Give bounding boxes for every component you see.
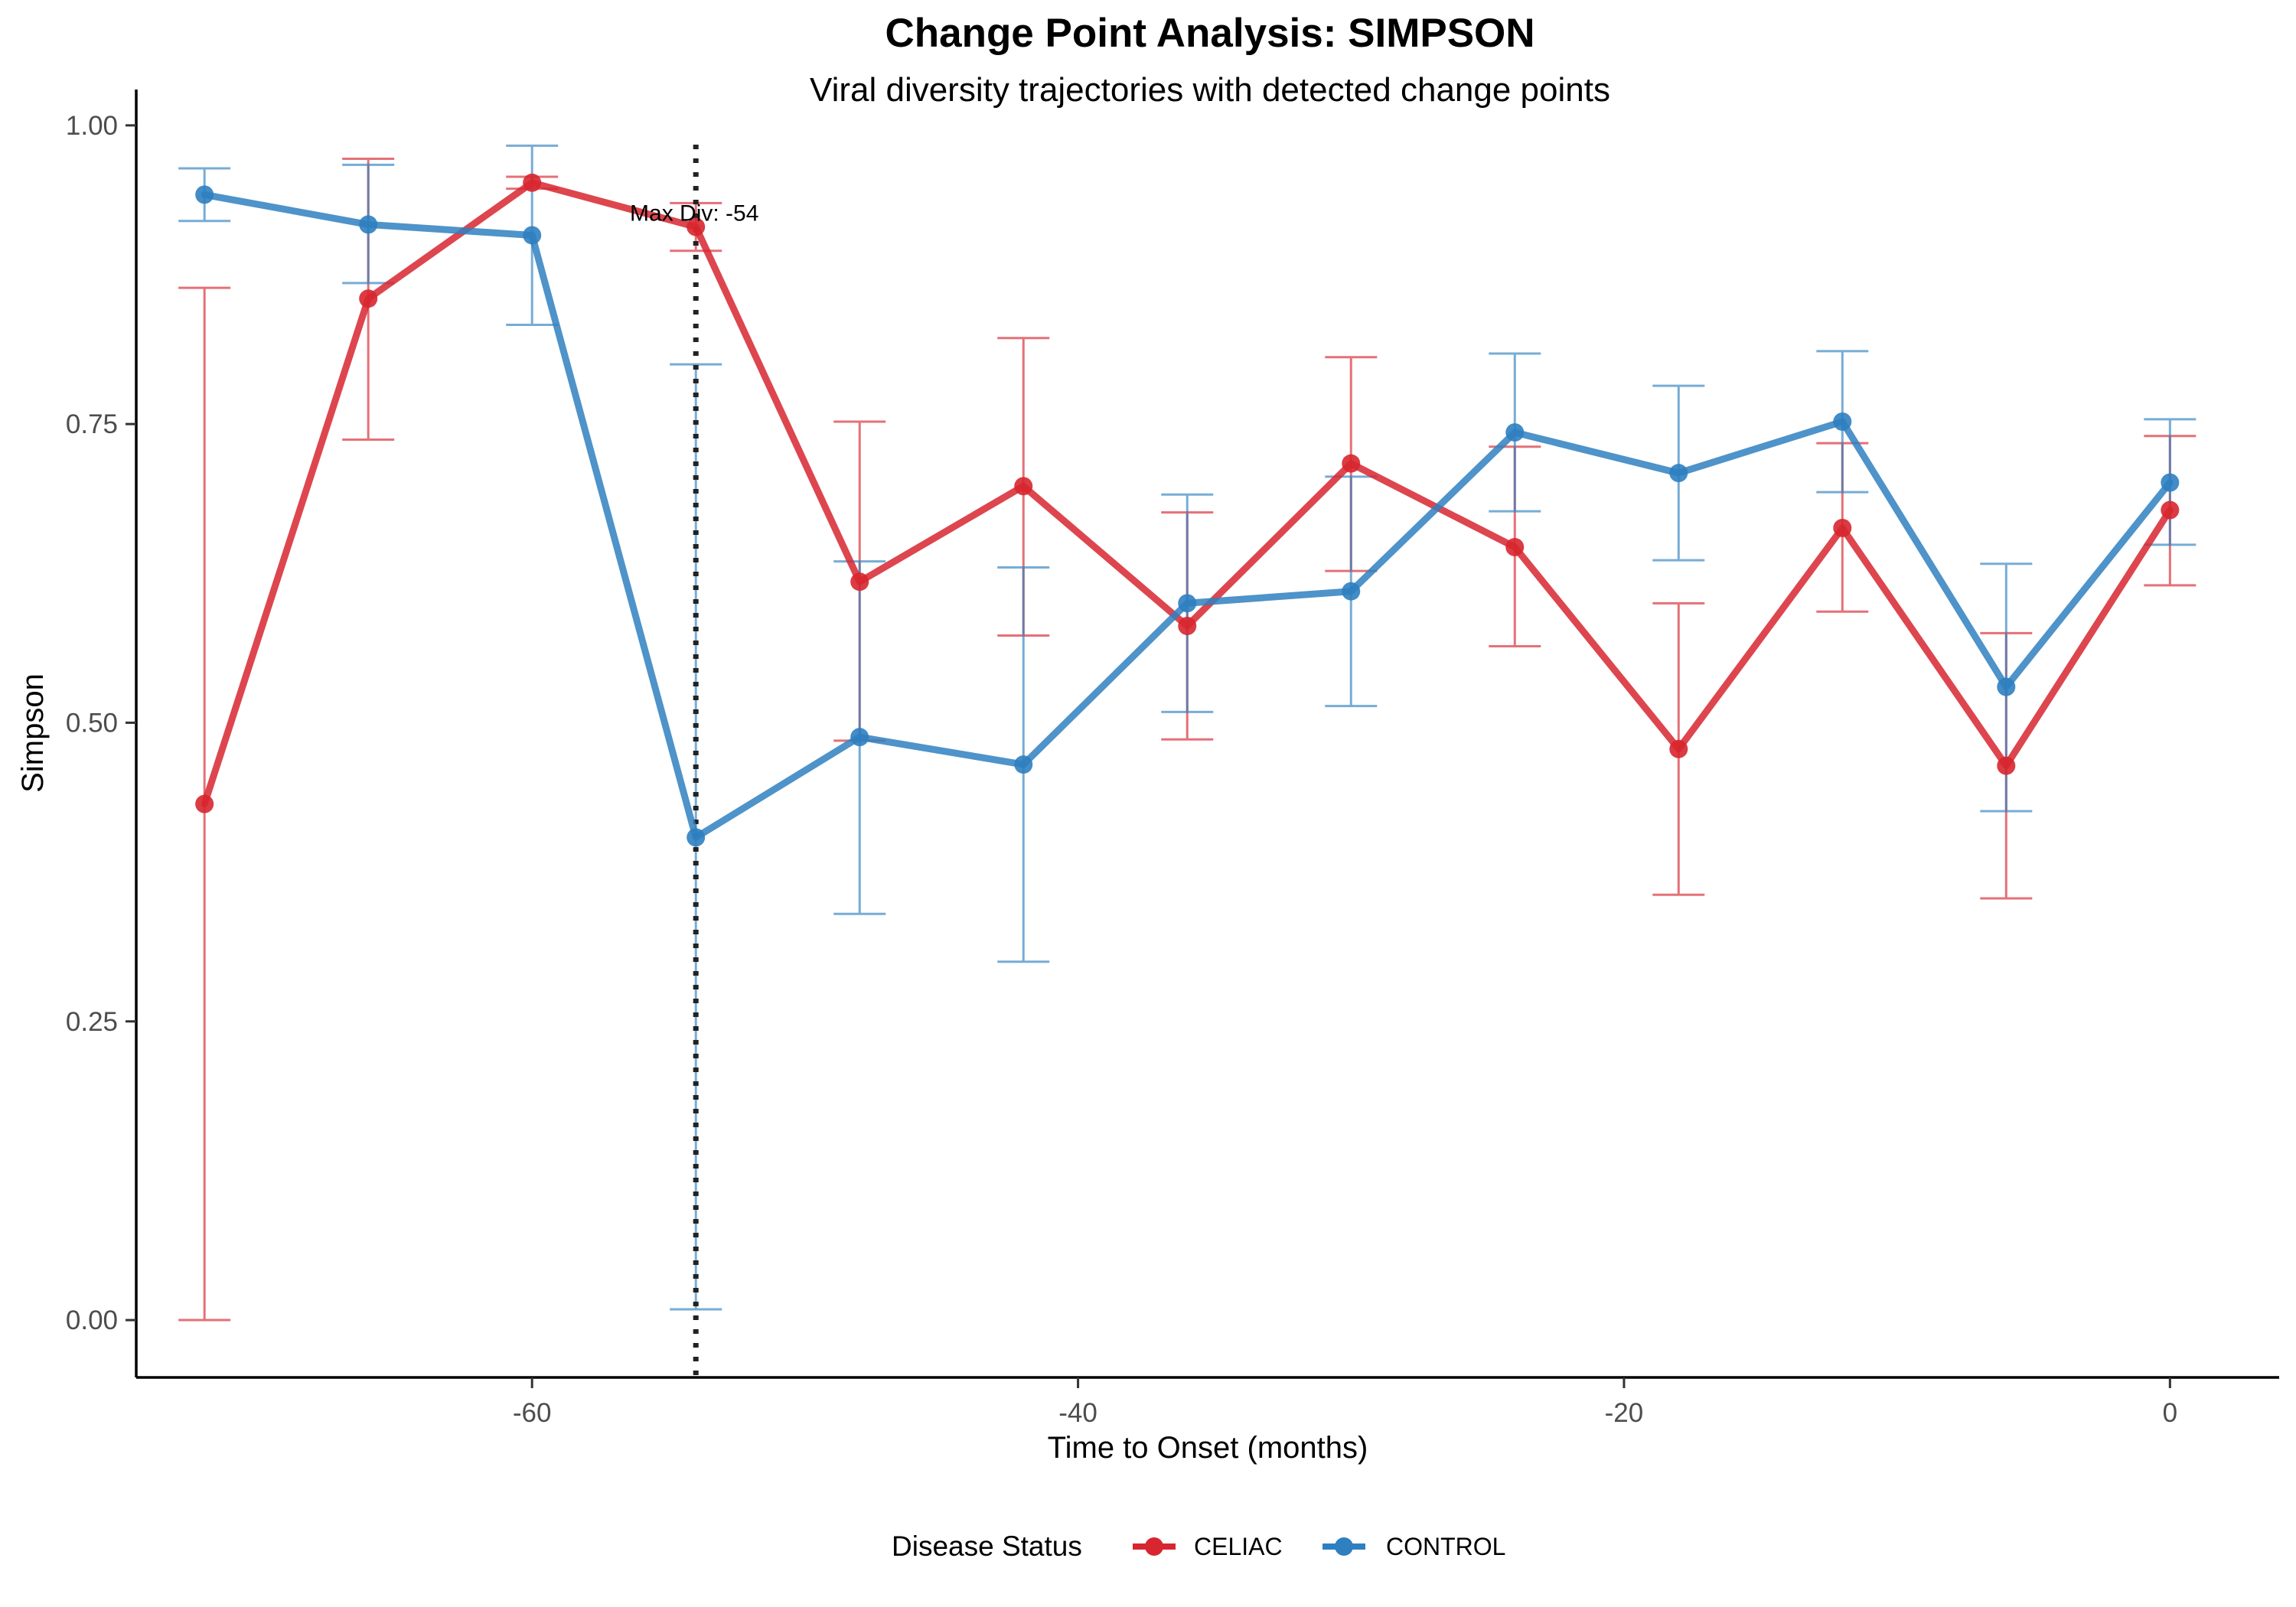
data-point-celiac [1997, 756, 2016, 775]
data-point-control [1505, 423, 1525, 442]
x-axis-title: Time to Onset (months) [1048, 1431, 1368, 1465]
data-point-control [1997, 677, 2016, 696]
data-point-control [523, 226, 542, 245]
y-axis-ticks: 0.00 0.25 0.50 0.75 1.00 [66, 111, 136, 1335]
data-point-celiac [195, 794, 214, 813]
legend: Disease Status CELIAC CONTROL [892, 1530, 1505, 1562]
data-point-celiac [1669, 739, 1688, 758]
data-point-control [1669, 464, 1688, 483]
y-tick-label: 0.75 [66, 409, 118, 439]
data-point-control [359, 215, 378, 234]
chart-title: Change Point Analysis: SIMPSON [885, 11, 1534, 56]
x-tick-label: 0 [2163, 1398, 2177, 1428]
data-point-control [850, 728, 869, 747]
data-point-celiac [1833, 518, 1852, 537]
legend-label-control: CONTROL [1386, 1533, 1505, 1560]
data-point-celiac [523, 173, 542, 192]
data-point-celiac [2161, 500, 2180, 520]
legend-key-marker-celiac [1145, 1537, 1163, 1556]
x-tick-label: -20 [1605, 1398, 1644, 1428]
data-point-celiac [1178, 616, 1197, 635]
data-point-celiac [359, 289, 378, 308]
x-tick-label: -40 [1058, 1398, 1097, 1428]
data-point-control [687, 828, 706, 847]
data-point-celiac [1342, 454, 1361, 473]
x-axis-ticks: -60 -40 -20 0 [513, 1377, 2177, 1428]
change-point-label: Max Div: -54 [630, 201, 758, 227]
data-point-control [1833, 412, 1852, 432]
legend-key-marker-control [1335, 1537, 1353, 1556]
x-tick-label: -60 [513, 1398, 552, 1428]
data-point-control [2161, 473, 2180, 492]
data-point-control [195, 185, 214, 204]
data-point-control [1178, 594, 1197, 613]
data-point-control [1342, 582, 1361, 601]
series-points-celiac [195, 173, 2180, 813]
y-axis-title: Simpson [16, 673, 50, 793]
error-bars-celiac [178, 158, 2197, 1322]
data-point-celiac [1014, 477, 1033, 496]
legend-item-control: CONTROL [1322, 1533, 1505, 1560]
plot-area: Max Div: -54 [178, 144, 2197, 1377]
data-point-celiac [687, 217, 706, 236]
y-tick-label: 1.00 [66, 111, 118, 141]
legend-title: Disease Status [892, 1530, 1082, 1562]
y-tick-label: 0.25 [66, 1007, 118, 1037]
legend-item-celiac: CELIAC [1133, 1533, 1283, 1560]
y-tick-label: 0.00 [66, 1305, 118, 1335]
data-point-celiac [1505, 537, 1525, 556]
data-point-control [1014, 755, 1033, 774]
series-points-control [195, 185, 2180, 847]
data-point-celiac [850, 572, 869, 592]
y-tick-label: 0.50 [66, 708, 118, 738]
legend-label-celiac: CELIAC [1194, 1533, 1283, 1560]
chart-subtitle: Viral diversity trajectories with detect… [810, 71, 1610, 109]
